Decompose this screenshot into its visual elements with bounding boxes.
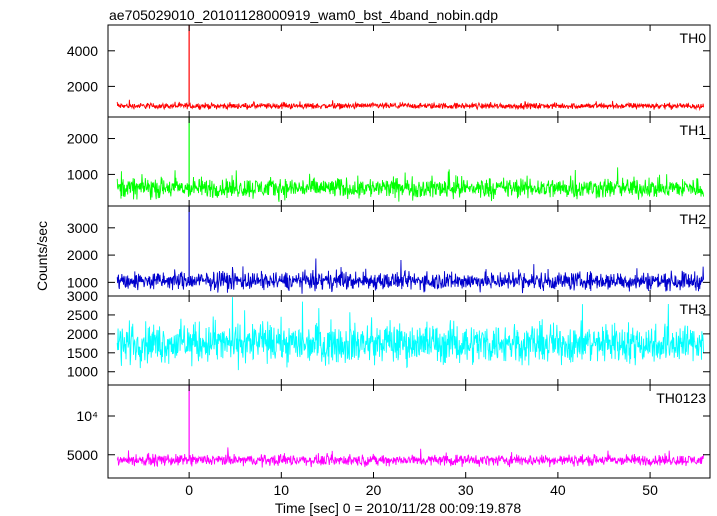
series-th0123 bbox=[116, 447, 704, 468]
panel-frame bbox=[107, 384, 711, 479]
y-tick-label: 2000 bbox=[67, 326, 98, 342]
panel-label: TH3 bbox=[680, 301, 707, 317]
x-tick-label: 40 bbox=[550, 482, 566, 498]
y-tick-label: 5000 bbox=[67, 447, 98, 463]
series-th1 bbox=[116, 167, 704, 202]
y-tick-label: 2000 bbox=[67, 78, 98, 94]
x-tick-label: 30 bbox=[458, 482, 474, 498]
panels-group: 20004000TH010002000TH1100020003000TH2100… bbox=[67, 24, 711, 498]
panel-label: TH0123 bbox=[656, 390, 706, 406]
y-tick-label: 3000 bbox=[67, 288, 98, 304]
series-th3 bbox=[116, 297, 704, 371]
panel-th1: 1000 2000 TH1 bbox=[67, 116, 711, 207]
y-tick-label: 1000 bbox=[67, 274, 98, 290]
y-axis-title: Counts/sec bbox=[34, 221, 50, 291]
y-tick-label: 1500 bbox=[67, 345, 98, 361]
y-tick-label: 2000 bbox=[67, 247, 98, 263]
x-tick-label: 0 bbox=[185, 482, 193, 498]
y-tick-label: 1000 bbox=[67, 166, 98, 182]
series-th0 bbox=[116, 99, 704, 112]
y-tick-label: 2500 bbox=[67, 307, 98, 323]
y-tick-label: 2000 bbox=[67, 131, 98, 147]
panel-label: TH2 bbox=[680, 211, 707, 227]
x-tick-label: 10 bbox=[274, 482, 290, 498]
x-tick-label: 50 bbox=[642, 482, 658, 498]
x-axis-title: Time [sec] 0 = 2010/11/28 00:09:19.878 bbox=[275, 500, 522, 516]
y-tick-label: 1000 bbox=[67, 364, 98, 380]
series-th2 bbox=[116, 258, 704, 294]
panel-th0123: 5000 10⁴ TH0123 bbox=[67, 384, 711, 479]
panel-th3: 1000 1500 2000 2500 3000 TH3 bbox=[67, 288, 711, 386]
panel-th2: 1000 2000 3000 TH2 bbox=[67, 205, 711, 297]
y-tick-label: 10⁴ bbox=[76, 408, 98, 424]
chart-title: ae705029010_20101128000919_wam0_bst_4ban… bbox=[109, 7, 498, 23]
x-tick-label: 20 bbox=[366, 482, 382, 498]
panel-th0: 2000 4000 TH0 bbox=[67, 24, 711, 118]
panel-label: TH0 bbox=[680, 30, 707, 46]
y-tick-label: 3000 bbox=[67, 220, 98, 236]
y-tick-label: 4000 bbox=[67, 43, 98, 59]
panel-label: TH1 bbox=[680, 122, 707, 138]
